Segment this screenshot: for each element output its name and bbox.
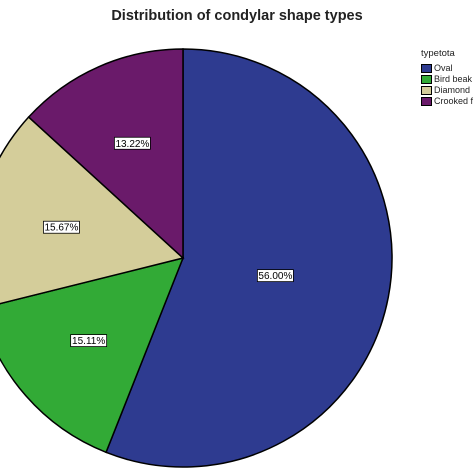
- legend-item-diamond: Diamond: [421, 85, 474, 96]
- data-label-crooked-f: 13.22%: [114, 136, 151, 150]
- legend-label: Diamond: [434, 85, 471, 95]
- legend-label: Oval: [434, 63, 453, 73]
- svg-text:56.00%: 56.00%: [258, 271, 292, 282]
- legend-swatch: [421, 86, 432, 95]
- legend-item-oval: Oval: [421, 63, 474, 74]
- pie-slice-diamond: [0, 115, 185, 305]
- svg-text:15.11%: 15.11%: [72, 336, 105, 347]
- pie-slice-crooked-f: [27, 48, 184, 260]
- chart-title: Distribution of condylar shape types: [111, 8, 363, 24]
- svg-text:15.67%: 15.67%: [44, 223, 78, 234]
- pie-slice-bird-beak: [0, 256, 185, 454]
- legend-swatch: [421, 97, 432, 106]
- legend-item-crooked-f: Crooked f: [421, 96, 474, 107]
- legend-label: Crooked f: [434, 96, 474, 106]
- data-label-bird-beak: 15.11%: [70, 334, 108, 347]
- pie-data-labels: 56.00% 15.11% 15.67% 13.22%: [43, 136, 294, 347]
- data-label-oval: 56.00%: [256, 269, 294, 282]
- legend-item-bird-beak: Bird beak: [421, 74, 474, 85]
- pie-slice-oval: [105, 48, 393, 468]
- svg-text:13.22%: 13.22%: [115, 139, 149, 150]
- pie-slices: [0, 48, 393, 468]
- legend-label: Bird beak: [434, 74, 473, 84]
- data-label-diamond: 15.67%: [43, 220, 80, 234]
- legend-swatch: [421, 64, 432, 73]
- legend-title: typetota: [421, 48, 455, 59]
- legend-items: Oval Bird beak Diamond Crooked f: [421, 63, 474, 107]
- legend-swatch: [421, 75, 432, 84]
- legend: typetota Oval Bird beak Diamond Crooked f: [421, 48, 474, 107]
